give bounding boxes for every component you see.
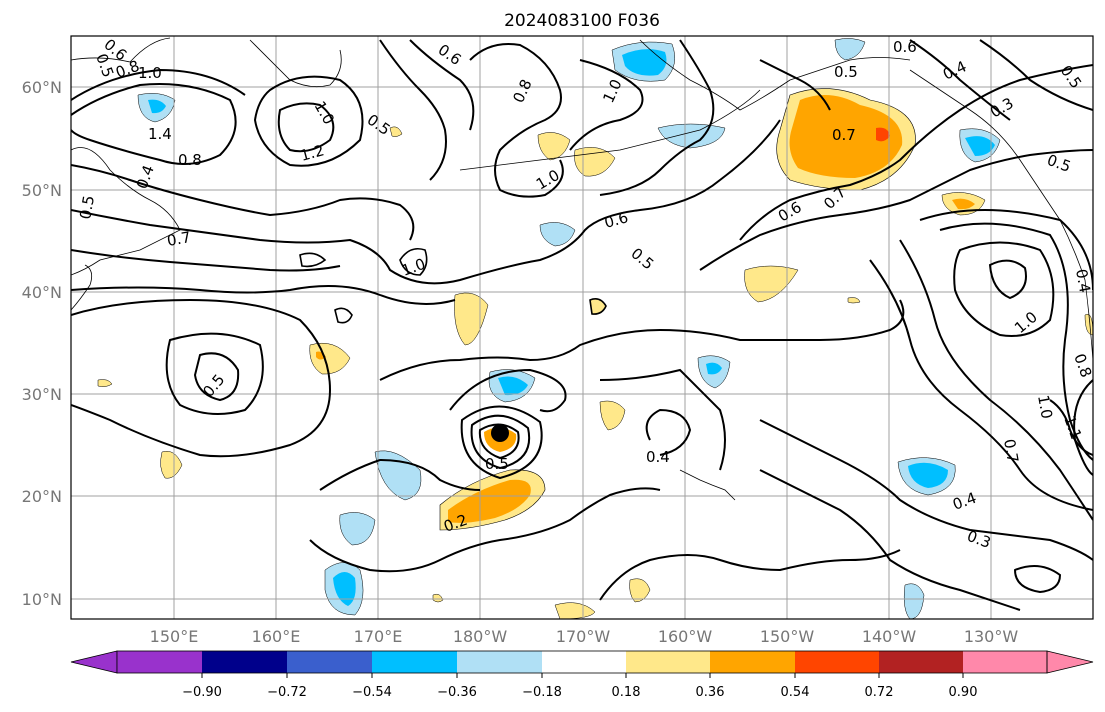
lon-label-160e: 160°E	[252, 627, 301, 646]
colorbar-tick-label: −0.18	[522, 685, 562, 700]
shade-yellow-12	[97, 379, 113, 387]
colorbar: −0.90 −0.72 −0.54 −0.36 −0.18 0.18 0.36 …	[70, 650, 1094, 700]
lon-label-170e: 170°E	[354, 627, 403, 646]
shade-yellow-14	[432, 593, 444, 603]
shade-lightblue-13	[903, 583, 925, 619]
colorbar-tick-label: −0.72	[267, 685, 307, 700]
lon-label-130w: 130°W	[964, 627, 1019, 646]
lon-label-140w: 140°W	[862, 627, 917, 646]
map-area: 0.5 0.6 0.8 0.6 0.5 0.8 1.0 0.5 0.6 0.4 …	[71, 36, 1095, 619]
shade-blue-8	[333, 572, 356, 606]
contour-label: 0.4	[646, 448, 670, 466]
colorbar-ticks	[201, 673, 964, 678]
coast-aleutians	[459, 89, 761, 171]
shade-yellow-16	[389, 126, 403, 137]
contours	[71, 39, 1093, 611]
shade-lightblue-12	[834, 38, 866, 61]
shade-blue-9	[908, 462, 948, 488]
colorbar-segment	[710, 651, 795, 673]
lat-labels: 60°N 50°N 40°N 30°N 20°N 10°N	[22, 78, 62, 609]
colorbar-segment	[795, 651, 879, 673]
colorbar-tick-label: −0.90	[182, 685, 222, 700]
coast-hawaii	[679, 469, 736, 501]
colorbar-segment	[626, 651, 710, 673]
colorbar-segment	[963, 651, 1047, 673]
shade-yellow-15	[847, 297, 861, 304]
coast-siberia	[71, 37, 171, 63]
shade-blue-4	[965, 136, 995, 156]
map-frame	[70, 35, 1094, 620]
colorbar-segment	[542, 651, 626, 673]
lon-label-170w: 170°W	[556, 627, 611, 646]
shade-yellow-5	[744, 265, 799, 303]
shade-blue-2	[148, 99, 166, 114]
contour-label: 0.6	[893, 38, 917, 56]
colorbar-segment	[287, 651, 372, 673]
colorbar-extend-right	[1046, 650, 1094, 674]
lat-label-40n: 40°N	[22, 283, 62, 302]
shade-blue-10	[706, 362, 722, 375]
shade-orange-typhoon-south	[448, 479, 531, 523]
contour-label: 0.5	[834, 63, 858, 81]
contour-label: 0.8	[178, 151, 202, 169]
contour-label: 0.7	[166, 228, 193, 250]
shade-blue-5	[498, 376, 528, 396]
storm-center-marker	[491, 424, 509, 442]
contour-label: 0.5	[76, 194, 98, 221]
contour-label: 0.5	[485, 455, 509, 473]
colorbar-frame	[116, 650, 1048, 674]
lon-label-180w: 180°W	[453, 627, 508, 646]
shade-orange-10	[952, 198, 975, 210]
contour-label: 1.2	[298, 141, 326, 165]
lat-label-50n: 50°N	[22, 181, 62, 200]
colorbar-segment	[202, 651, 287, 673]
colorbar-tick-label: 0.90	[949, 685, 978, 700]
colorbar-segment	[117, 651, 202, 673]
graticule	[71, 36, 1093, 619]
colorbar-segment	[372, 651, 457, 673]
colorbar-tick-label: 0.72	[865, 685, 894, 700]
colorbar-segment	[457, 651, 542, 673]
colorbar-extend-left	[70, 650, 118, 674]
lat-label-20n: 20°N	[22, 487, 62, 506]
shade-yellow-1	[537, 132, 571, 161]
contour-label: 0.6	[602, 208, 630, 232]
contour-label: 1.4	[148, 125, 172, 143]
colorbar-tick-label: −0.54	[352, 685, 392, 700]
lat-label-30n: 30°N	[22, 385, 62, 404]
colorbar-segment	[879, 651, 963, 673]
shade-lightblue-11	[539, 222, 576, 247]
lon-label-150w: 150°W	[760, 627, 815, 646]
lon-label-160w: 160°W	[658, 627, 713, 646]
colorbar-tick-label: 0.18	[612, 685, 641, 700]
coast-japan	[71, 264, 93, 311]
colorbar-tick-label: 0.36	[696, 685, 725, 700]
shade-red-gulf	[876, 127, 890, 142]
lon-labels: 150°E 160°E 170°E 180°W 170°W 160°W 150°…	[150, 627, 1019, 646]
contour-label: 1.0	[1034, 394, 1056, 421]
contour-label: 0.8	[1070, 351, 1095, 380]
shade-orange-gulf	[789, 95, 903, 178]
contour-label: 0.7	[832, 126, 856, 144]
map-title: 2024083100 F036	[504, 11, 660, 31]
coast-chukotka	[249, 39, 342, 88]
coast-alaska	[639, 39, 911, 111]
colorbar-tick-label: −0.36	[437, 685, 477, 700]
shade-blue-1	[622, 49, 667, 76]
contour-label: 0.7	[1000, 438, 1022, 465]
lat-label-60n: 60°N	[22, 78, 62, 97]
colorbar-tick-label: 0.54	[781, 685, 810, 700]
lat-label-10n: 10°N	[22, 590, 62, 609]
contour-label: 0.4	[1072, 268, 1094, 295]
shade-yellow-6	[599, 400, 626, 431]
shade-lightblue-7	[339, 512, 376, 546]
contour-label: 1.0	[138, 64, 162, 82]
shade-yellow-4	[309, 342, 351, 375]
lon-label-150e: 150°E	[150, 627, 199, 646]
